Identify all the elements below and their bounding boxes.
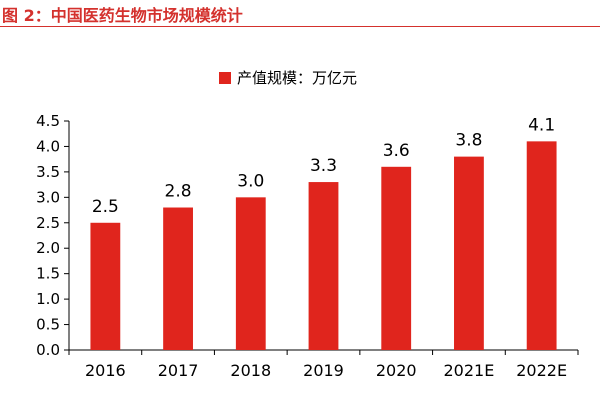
y-tick-label: 0.0: [36, 341, 60, 359]
x-category-label: 2018: [230, 361, 271, 380]
bar-series: [90, 141, 557, 350]
y-tick-label: 1.0: [36, 290, 60, 308]
data-labels: 2.5 2.8 3.0 3.3 3.6 3.8 4.1: [92, 115, 555, 216]
x-category-label: 2020: [376, 361, 417, 380]
legend-label: 产值规模：万亿元: [237, 69, 357, 87]
legend-swatch: [219, 72, 231, 84]
figure-title: 图 2：中国医药生物市场规模统计: [2, 6, 243, 25]
x-axis: 2016 2017 2018 2019 2020 2021E 2022E: [68, 349, 579, 380]
x-category-label: 2017: [158, 361, 199, 380]
chart-legend: 产值规模：万亿元: [219, 69, 357, 87]
data-label-2018: 3.0: [237, 171, 264, 191]
x-category-label: 2021E: [444, 361, 495, 380]
y-tick-label: 2.5: [36, 214, 60, 232]
x-category-label: 2016: [85, 361, 126, 380]
y-tick-label: 3.0: [36, 188, 60, 206]
bar-2017: [163, 207, 193, 350]
x-category-label: 2022E: [516, 361, 567, 380]
data-label-2016: 2.5: [92, 197, 119, 217]
bar-2018: [235, 197, 266, 350]
data-label-2017: 2.8: [165, 182, 192, 202]
bar-2019: [308, 182, 339, 350]
x-category-label: 2019: [303, 361, 344, 380]
bar-2020: [381, 166, 412, 350]
y-tick-label: 3.5: [36, 163, 60, 181]
data-label-2021E: 3.8: [455, 131, 482, 151]
y-tick-label: 2.0: [36, 239, 60, 257]
bar-2016: [90, 222, 121, 350]
data-label-2020: 3.6: [383, 141, 410, 161]
data-label-2019: 3.3: [310, 156, 337, 176]
title-divider: [0, 26, 600, 27]
y-tick-label: 4.0: [36, 137, 60, 155]
y-axis: 0.0 0.5 1.0 1.5 2.0 2.5 3.0 3.5 4.0 4.5: [36, 112, 70, 359]
bar-2022E: [526, 141, 557, 350]
y-tick-label: 4.5: [36, 112, 60, 130]
y-tick-label: 1.5: [36, 265, 60, 283]
bar-2021E: [454, 156, 484, 350]
data-label-2022E: 4.1: [528, 115, 555, 135]
y-tick-label: 0.5: [36, 316, 60, 334]
